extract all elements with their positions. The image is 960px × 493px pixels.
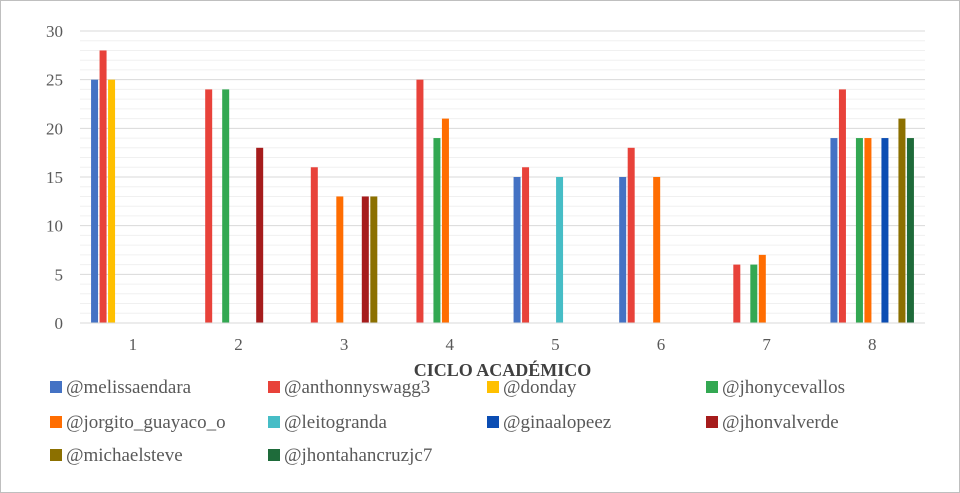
bar-leitogranda-ciclo-5 (556, 177, 564, 323)
legend-item-leitogranda: @leitogranda (268, 412, 388, 433)
bar-anthonnyswagg3-ciclo-6 (627, 147, 635, 323)
bar-jorgito_guayaco_o-ciclo-4 (441, 118, 449, 323)
bar-michaelsteve-ciclo-3 (370, 196, 378, 323)
bar-anthonnyswagg3-ciclo-8 (838, 89, 846, 324)
y-tick-label: 0 (55, 314, 64, 333)
y-tick-label: 25 (46, 71, 63, 90)
bar-donday-ciclo-1 (108, 79, 116, 324)
legend-swatch (50, 449, 62, 461)
legend-swatch (487, 416, 499, 428)
legend-swatch (268, 449, 280, 461)
legend-swatch (50, 381, 62, 393)
legend-swatch (268, 416, 280, 428)
bar-anthonnyswagg3-ciclo-2 (205, 89, 213, 324)
x-tick-label: 1 (129, 335, 138, 354)
x-tick-label: 6 (657, 335, 666, 354)
legend-label: @donday (503, 377, 577, 398)
bar-jhonycevallos-ciclo-7 (750, 264, 758, 323)
bar-jhonycevallos-ciclo-8 (855, 138, 863, 323)
bar-jhonycevallos-ciclo-2 (222, 89, 230, 324)
bars (91, 50, 914, 324)
major-gridlines (80, 30, 925, 275)
legend-swatch (268, 381, 280, 393)
legend-item-jhontahancruzjc7: @jhontahancruzjc7 (268, 445, 432, 466)
legend-label: @jhonycevallos (722, 377, 845, 398)
bar-ginaalopeez-ciclo-8 (881, 138, 889, 323)
legend-item-melissaendara: @melissaendara (50, 377, 192, 398)
legend-label: @jhontahancruzjc7 (284, 445, 432, 466)
legend: @melissaendara @anthonnyswagg3 @donday @jho… (50, 377, 845, 466)
legend-swatch (50, 416, 62, 428)
bar-jorgito_guayaco_o-ciclo-8 (864, 138, 872, 323)
legend-item-jhonvalverde: @jhonvalverde (706, 412, 839, 433)
bar-melissaendara-ciclo-1 (91, 79, 99, 324)
bar-anthonnyswagg3-ciclo-1 (99, 50, 107, 323)
bar-melissaendara-ciclo-5 (513, 177, 521, 323)
legend-label: @jhonvalverde (722, 412, 839, 433)
bar-jhontahancruzjc7-ciclo-8 (906, 138, 914, 323)
x-tick-label: 2 (234, 335, 243, 354)
bar-anthonnyswagg3-ciclo-4 (416, 79, 424, 324)
y-tick-label: 10 (46, 217, 63, 236)
y-tick-label: 30 (46, 22, 63, 41)
bar-anthonnyswagg3-ciclo-3 (310, 167, 318, 323)
x-axis-title: CICLO ACADÉMICO (414, 359, 592, 380)
x-axis-tick-labels: 1 2 3 4 5 6 7 8 (129, 335, 877, 354)
bar-jorgito_guayaco_o-ciclo-7 (758, 254, 766, 323)
legend-label: @leitogranda (284, 412, 388, 433)
legend-label: @melissaendara (66, 377, 192, 398)
legend-label: @anthonnyswagg3 (284, 377, 430, 398)
legend-swatch (487, 381, 499, 393)
legend-item-anthonnyswagg3: @anthonnyswagg3 (268, 377, 430, 398)
bar-melissaendara-ciclo-6 (619, 177, 627, 323)
legend-item-donday: @donday (487, 377, 577, 398)
legend-item-ginaalopeez: @ginaalopeez (487, 412, 611, 433)
legend-swatch (706, 416, 718, 428)
legend-swatch (706, 381, 718, 393)
legend-label: @ginaalopeez (503, 412, 611, 433)
y-tick-label: 5 (55, 265, 64, 284)
bar-melissaendara-ciclo-8 (830, 138, 838, 323)
y-axis-tick-labels: 0 5 10 15 20 25 30 (46, 22, 63, 333)
legend-label: @jorgito_guayaco_o (66, 412, 226, 433)
x-tick-label: 7 (762, 335, 771, 354)
x-tick-label: 8 (868, 335, 877, 354)
legend-item-michaelsteve: @michaelsteve (50, 445, 183, 466)
bar-jhonvalverde-ciclo-2 (256, 147, 264, 323)
legend-label: @michaelsteve (66, 445, 183, 466)
x-tick-label: 5 (551, 335, 560, 354)
bar-jhonycevallos-ciclo-4 (433, 138, 441, 323)
y-tick-label: 20 (46, 119, 63, 138)
bar-jhonvalverde-ciclo-3 (361, 196, 369, 323)
bar-michaelsteve-ciclo-8 (898, 118, 906, 323)
x-tick-label: 4 (445, 335, 454, 354)
x-tick-label: 3 (340, 335, 349, 354)
y-tick-label: 15 (46, 168, 63, 187)
legend-item-jorgito_guayaco_o: @jorgito_guayaco_o (50, 412, 226, 433)
legend-item-jhonycevallos: @jhonycevallos (706, 377, 845, 398)
bar-anthonnyswagg3-ciclo-7 (733, 264, 741, 323)
bar-jorgito_guayaco_o-ciclo-6 (653, 177, 661, 323)
minor-gridlines (80, 40, 925, 314)
bar-jorgito_guayaco_o-ciclo-3 (336, 196, 344, 323)
bar-anthonnyswagg3-ciclo-5 (522, 167, 530, 323)
